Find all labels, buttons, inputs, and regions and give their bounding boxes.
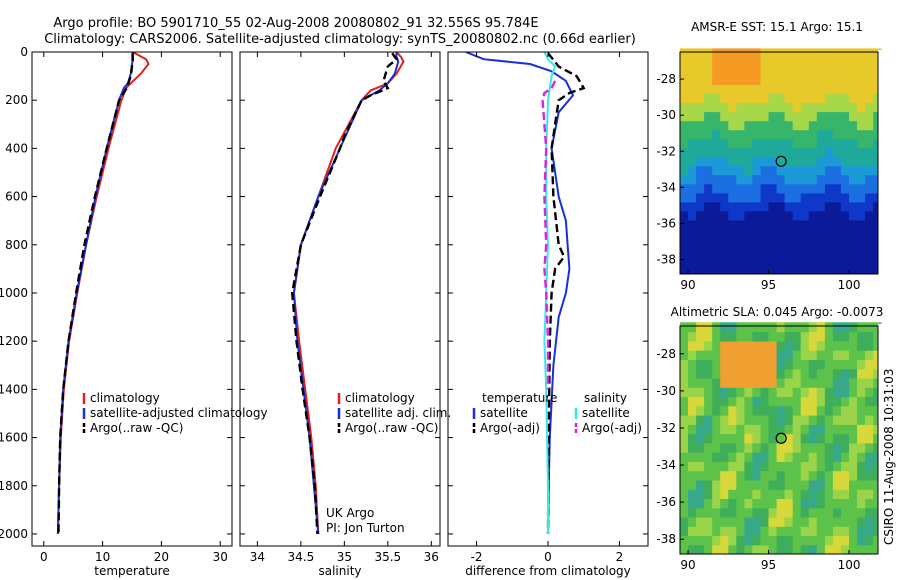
sst-map-panel: 90 95 100 -28 -30 -32 -34 -36 -38 <box>656 48 898 292</box>
legend-label: climatology <box>90 391 160 405</box>
y-tick-label: 1200 <box>0 334 28 348</box>
x-tick-label: 34 <box>250 550 265 564</box>
y-tick-label: -32 <box>656 421 676 435</box>
y-tick-label: 600 <box>5 190 28 204</box>
figure-title-line2: Climatology: CARS2006. Satellite-adjuste… <box>44 32 636 47</box>
y-tick-label: -34 <box>656 458 676 472</box>
legend-label: climatology <box>345 391 415 405</box>
legend-label: Argo(..raw -QC) <box>90 421 183 435</box>
x-tick-label: 95 <box>761 278 776 292</box>
legend-label: satellite-adjusted climatology <box>90 406 268 420</box>
x-tick-label: 95 <box>761 558 776 572</box>
y-tick-label: -34 <box>656 180 676 194</box>
x-axis-label: difference from climatology <box>465 564 631 578</box>
series-line <box>56 52 150 535</box>
argo-position-marker <box>775 432 787 444</box>
y-tick-label: -38 <box>656 532 676 546</box>
x-tick-label: 35.5 <box>374 550 401 564</box>
y-tick-label: -36 <box>656 216 676 230</box>
argo-position-marker <box>775 155 787 167</box>
sla-map-title: Altimetric SLA: 0.045 Argo: -0.0073 <box>671 305 884 319</box>
y-tick-label: -38 <box>656 253 676 267</box>
x-tick-label: -2 <box>471 550 483 564</box>
sla-map-panel: 90 95 100 -28 -30 -32 -34 -36 -38 <box>656 322 898 572</box>
y-tick-label: 1400 <box>0 382 28 396</box>
legend-title-salinity: salinity <box>584 391 627 405</box>
map-frame <box>679 325 879 555</box>
legend-label: satellite <box>582 406 630 420</box>
figure-title-line1: Argo profile: BO 5901710_55 02-Aug-2008 … <box>53 16 538 31</box>
x-tick-label: 30 <box>213 550 228 564</box>
salinity-panel: 34 34.5 35 35.5 36 salinity climatologysatelli… <box>239 51 451 578</box>
series-line <box>290 52 399 535</box>
series-line <box>292 52 405 535</box>
annotation-pi: PI: Jon Turton <box>326 521 405 535</box>
y-tick-label: -32 <box>656 144 676 158</box>
legend-label: satellite adj. clim. <box>345 406 451 420</box>
temperature-panel: 0 10 20 30 0 200 400 600 800 1000 1200 1400 1600 1800… <box>0 45 268 578</box>
legend-label: Argo(-adj) <box>480 421 540 435</box>
x-tick-label: 10 <box>95 550 110 564</box>
y-tick-label: 400 <box>5 141 28 155</box>
x-tick-label: 34.5 <box>288 550 315 564</box>
series-line <box>292 52 400 535</box>
series-line <box>57 53 134 535</box>
y-tick-label: 2000 <box>0 527 28 541</box>
series-line <box>465 52 575 535</box>
x-tick-label: 20 <box>154 550 169 564</box>
legend-label: Argo(-adj) <box>582 421 642 435</box>
annotation-uk-argo: UK Argo <box>326 506 374 520</box>
x-tick-label: 0 <box>544 550 552 564</box>
y-tick-label: -28 <box>656 72 676 86</box>
x-tick-label: 90 <box>680 558 695 572</box>
y-tick-label: 800 <box>5 238 28 252</box>
x-tick-label: 100 <box>838 558 861 572</box>
y-tick-label: 200 <box>5 93 28 107</box>
x-tick-label: 100 <box>838 278 861 292</box>
x-tick-label: 35 <box>337 550 352 564</box>
x-tick-label: 0 <box>40 550 48 564</box>
series-line <box>543 52 557 534</box>
y-tick-label: 1800 <box>0 479 28 493</box>
y-tick-label: -30 <box>656 384 676 398</box>
x-tick-label: 2 <box>616 550 624 564</box>
plot-frame <box>31 51 233 547</box>
plot-frame <box>239 51 441 547</box>
legend-label: Argo(..raw -QC) <box>345 421 438 435</box>
y-tick-label: 1600 <box>0 431 28 445</box>
legend-label: satellite <box>480 406 528 420</box>
y-tick-label: -28 <box>656 347 676 361</box>
y-tick-label: 1000 <box>0 286 28 300</box>
series-line <box>56 52 135 535</box>
y-tick-label: -36 <box>656 495 676 509</box>
credit-label: CSIRO 11-Aug-2008 10:31:03 <box>882 369 896 545</box>
y-tick-label: 0 <box>20 45 28 59</box>
x-tick-label: 90 <box>680 278 695 292</box>
y-tick-label: -30 <box>656 108 676 122</box>
series-line <box>541 80 557 390</box>
sst-map-title: AMSR-E SST: 15.1 Argo: 15.1 <box>691 20 863 34</box>
series-line <box>546 52 586 535</box>
x-tick-label: 36 <box>424 550 439 564</box>
map-frame <box>679 51 879 275</box>
legend-title-temperature: temperature <box>482 391 557 405</box>
x-axis-label: temperature <box>94 564 169 578</box>
x-axis-label: salinity <box>318 564 361 578</box>
